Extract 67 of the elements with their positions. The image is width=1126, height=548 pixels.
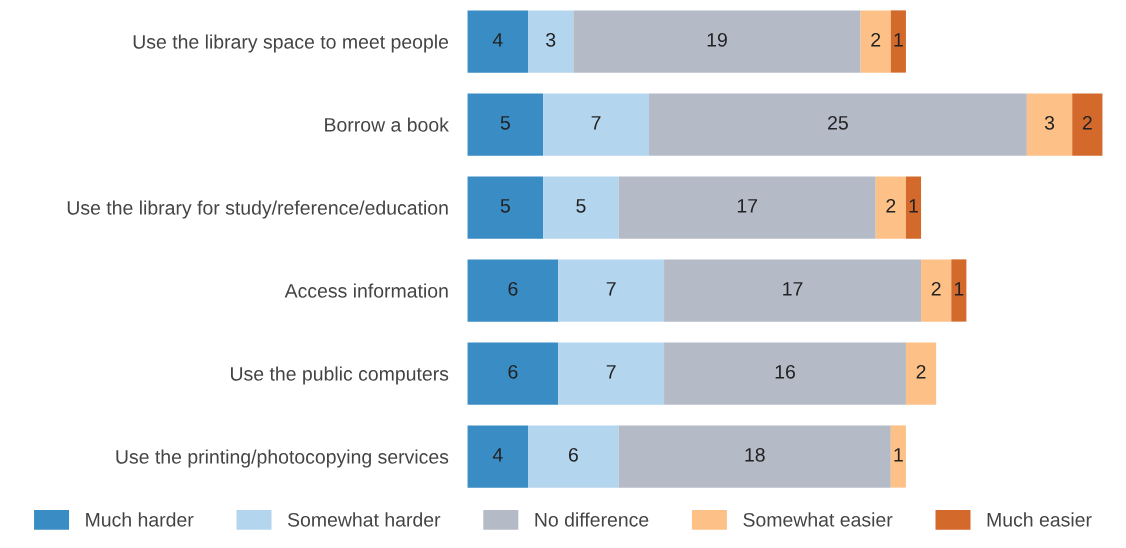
bar [467, 342, 559, 405]
legend-label: Much harder [86, 512, 194, 527]
data-label: 1 [894, 33, 903, 47]
bar [543, 93, 649, 156]
data-label: 2 [931, 281, 941, 296]
data-label: 1 [954, 282, 964, 296]
y-tick-label: Use the library for study/reference/education [67, 200, 448, 219]
data-label: 2 [886, 198, 896, 213]
data-label: 7 [591, 116, 601, 130]
bar [905, 342, 937, 405]
legend-label: Much easier [987, 512, 1092, 527]
bar [528, 10, 574, 73]
bar [860, 10, 891, 73]
bar [467, 93, 544, 156]
bar [618, 425, 891, 488]
data-label: 6 [568, 447, 578, 462]
bar [905, 176, 922, 239]
y-tick-label: Use the printing/photocopying services [116, 449, 449, 468]
bar [890, 425, 906, 488]
bar [573, 10, 861, 73]
legend-label: Somewhat harder [287, 512, 441, 527]
data-label: 1 [909, 199, 918, 213]
data-label: 17 [737, 199, 758, 213]
bar [664, 259, 922, 322]
y-tick-label: Use the public computers [231, 366, 449, 385]
bar [648, 93, 1027, 156]
bar [951, 259, 967, 322]
data-label: 6 [508, 364, 518, 379]
bar [467, 259, 559, 322]
legend-label: Somewhat easier [743, 512, 893, 527]
bar [664, 342, 906, 405]
y-tick-label: Access information [284, 283, 448, 298]
data-label: 19 [707, 32, 727, 47]
data-label: 7 [606, 365, 616, 379]
legend-label: No difference [535, 512, 649, 527]
y-tick-label: Use the library space to meet people [133, 34, 449, 53]
bar [558, 342, 665, 405]
bar [890, 10, 906, 73]
data-label: 25 [828, 115, 848, 130]
bar [1026, 93, 1073, 156]
bar [875, 176, 906, 239]
bar [467, 10, 529, 73]
data-label: 4 [492, 33, 503, 47]
bar [558, 259, 665, 322]
data-label: 2 [1082, 115, 1092, 130]
bar [543, 176, 619, 239]
bar [467, 425, 529, 488]
data-label: 3 [1044, 115, 1055, 130]
data-label: 18 [745, 447, 765, 462]
data-label: 6 [508, 281, 518, 296]
data-label: 7 [606, 282, 616, 296]
y-tick-label: Borrow a book [325, 117, 449, 132]
data-label: 5 [500, 199, 510, 213]
data-label: 2 [871, 32, 881, 47]
bar [467, 176, 544, 239]
bar [618, 176, 876, 239]
data-label: 5 [500, 116, 510, 130]
data-label: 2 [916, 364, 926, 379]
bar [1072, 93, 1103, 156]
data-label: 1 [894, 448, 903, 462]
data-label: 5 [576, 199, 586, 213]
bar [528, 425, 619, 488]
data-label: 4 [492, 448, 503, 462]
data-label: 16 [775, 364, 795, 379]
data-label: 3 [546, 32, 556, 47]
bar [921, 259, 952, 322]
data-label: 17 [783, 282, 803, 296]
